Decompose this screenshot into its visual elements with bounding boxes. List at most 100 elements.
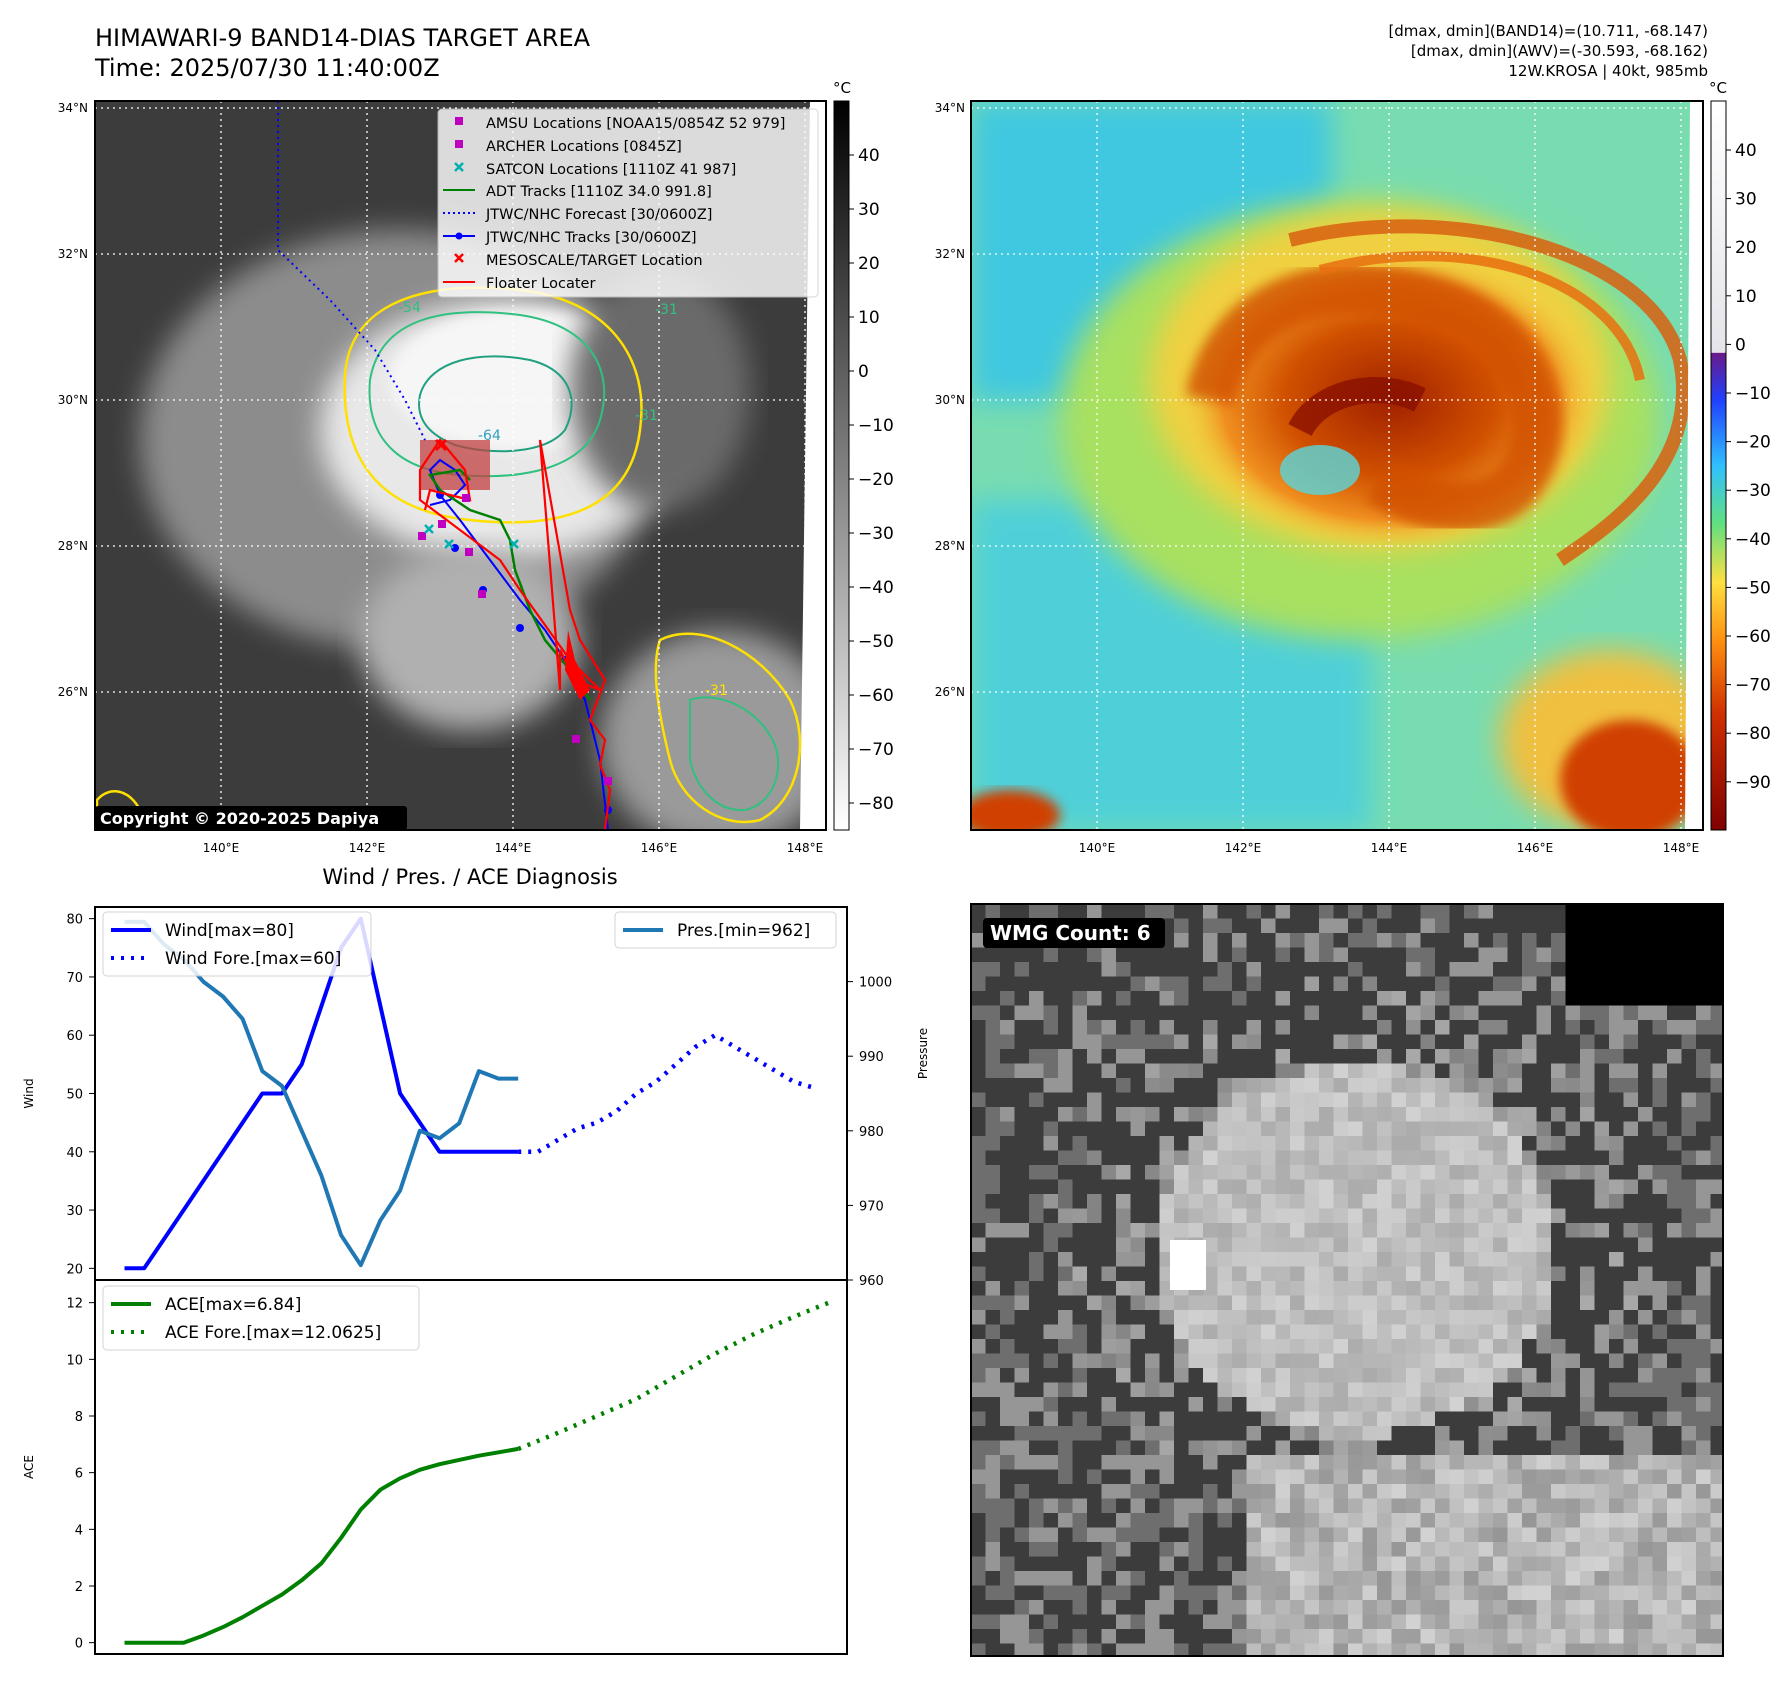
wmg-cell xyxy=(1638,1237,1654,1253)
wmg-cell xyxy=(1652,1281,1668,1297)
wmg-cell xyxy=(1493,1324,1509,1340)
wmg-cell xyxy=(1290,1179,1306,1195)
legend-label-mesoscale: MESOSCALE/TARGET Location xyxy=(486,253,703,269)
wmg-cell xyxy=(1159,962,1175,978)
wmg-cell xyxy=(1275,1614,1291,1630)
wmg-cell xyxy=(1362,1600,1378,1616)
wmg-cell xyxy=(985,1194,1001,1210)
wmg-cell xyxy=(1420,904,1436,920)
wmg-cell xyxy=(1072,1585,1088,1601)
wmg-cell xyxy=(1667,1571,1683,1587)
wmg-cell xyxy=(1130,1165,1146,1181)
wmg-cell xyxy=(1217,1513,1233,1529)
wmg-cell xyxy=(1014,1498,1030,1514)
wmg-cell xyxy=(1304,1469,1320,1485)
wmg-cell xyxy=(1159,1165,1175,1181)
wmg-cell xyxy=(1029,1049,1045,1065)
wmg-cell xyxy=(1319,1339,1335,1355)
wmg-cell xyxy=(1362,1469,1378,1485)
wmg-cell xyxy=(1333,1411,1349,1427)
wmg-cell xyxy=(1449,1063,1465,1079)
wmg-cell xyxy=(1087,1469,1103,1485)
wmg-cell xyxy=(1710,1382,1723,1398)
wmg-cell xyxy=(1464,1165,1480,1181)
wmg-cell xyxy=(1623,1498,1639,1514)
wmg-cell xyxy=(1348,1020,1364,1036)
wmg-cell xyxy=(1014,1092,1030,1108)
wmg-cell xyxy=(1072,947,1088,963)
wmg-cell xyxy=(1449,1266,1465,1282)
wmg-cell xyxy=(1304,1368,1320,1384)
wmg-cell xyxy=(1449,1208,1465,1224)
wmg-cell xyxy=(1536,1310,1552,1326)
wmg-cell xyxy=(1652,1252,1668,1268)
wmg-cell xyxy=(1319,1324,1335,1340)
wmg-cell xyxy=(1188,1063,1204,1079)
wmg-cell xyxy=(1667,1223,1683,1239)
wmg-cell xyxy=(1652,991,1668,1007)
wmg-cell xyxy=(1406,976,1422,992)
wmg-cell xyxy=(1580,1310,1596,1326)
wmg-cell xyxy=(1652,976,1668,992)
wmg-cell xyxy=(1681,904,1697,920)
wmg-cell xyxy=(1435,1484,1451,1500)
y-tick-label: 40 xyxy=(66,1146,83,1161)
wmg-cell xyxy=(1580,1295,1596,1311)
wmg-cell xyxy=(1623,1484,1639,1500)
wmg-cell xyxy=(1029,1005,1045,1021)
wmg-cell xyxy=(1406,1049,1422,1065)
wmg-cell xyxy=(1116,1281,1132,1297)
wmg-cell xyxy=(1507,1165,1523,1181)
wmg-cell xyxy=(1406,1484,1422,1500)
wmg-cell xyxy=(1710,1542,1723,1558)
wmg-cell xyxy=(1290,1527,1306,1543)
wmg-cell xyxy=(1304,1614,1320,1630)
wmg-cell xyxy=(1261,1571,1277,1587)
wmg-cell xyxy=(1609,933,1625,949)
wmg-cell xyxy=(1551,1295,1567,1311)
wmg-cell xyxy=(1551,1339,1567,1355)
wmg-cell xyxy=(1014,1585,1030,1601)
wmg-cell xyxy=(1130,1556,1146,1572)
wmg-cell xyxy=(1232,1397,1248,1413)
wmg-cell xyxy=(1710,918,1723,934)
wmg-cell xyxy=(1377,1426,1393,1442)
wmg-cell xyxy=(1536,1049,1552,1065)
wmg-cell xyxy=(1203,1397,1219,1413)
wmg-cell xyxy=(1507,1455,1523,1471)
wmg-cell xyxy=(1464,1339,1480,1355)
y2-tick-label: 980 xyxy=(859,1125,884,1140)
wmg-cell xyxy=(1551,1020,1567,1036)
wmg-cell xyxy=(1087,1121,1103,1137)
wmg-cell xyxy=(971,976,987,992)
amsu-archer-markers xyxy=(418,494,612,785)
y-tick-label: 2 xyxy=(75,1580,83,1595)
wmg-cell xyxy=(1507,1571,1523,1587)
wmg-cell xyxy=(1203,1063,1219,1079)
wmg-cell xyxy=(1159,1440,1175,1456)
wmg-cell xyxy=(1377,1382,1393,1398)
wmg-cell xyxy=(1072,1382,1088,1398)
wmg-cell xyxy=(1565,1571,1581,1587)
wmg-cell xyxy=(1696,1455,1712,1471)
wmg-cell xyxy=(1667,904,1683,920)
wmg-cell xyxy=(1507,1513,1523,1529)
wmg-cell xyxy=(1551,1310,1567,1326)
wmg-cell xyxy=(1435,1629,1451,1645)
wmg-cell xyxy=(1420,1034,1436,1050)
wmg-cell xyxy=(1333,1237,1349,1253)
wmg-cell xyxy=(1217,1368,1233,1384)
wmg-cell xyxy=(1435,1382,1451,1398)
wmg-cell xyxy=(1493,1469,1509,1485)
wmg-cell xyxy=(1101,947,1117,963)
wmg-cell xyxy=(1029,904,1045,920)
wmg-cell xyxy=(1696,1281,1712,1297)
wmg-cell xyxy=(1420,1281,1436,1297)
wmg-cell xyxy=(1377,1556,1393,1572)
wmg-cell xyxy=(1435,1498,1451,1514)
wmg-cell xyxy=(1087,1223,1103,1239)
wmg-cell xyxy=(1116,1020,1132,1036)
wmg-cell xyxy=(1565,1527,1581,1543)
wmg-cell xyxy=(1217,991,1233,1007)
wmg-cell xyxy=(1304,1411,1320,1427)
